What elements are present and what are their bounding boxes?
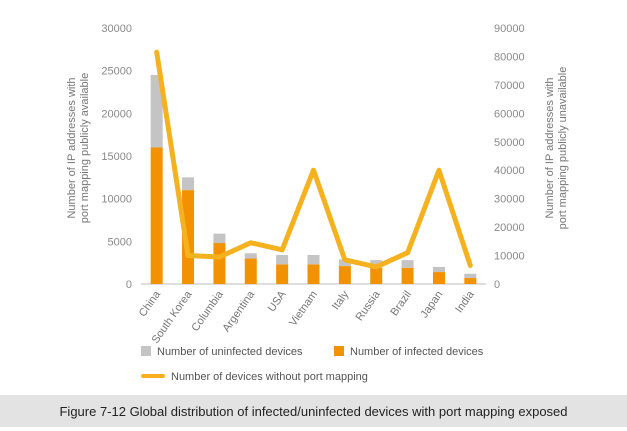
line-series <box>154 49 473 270</box>
bar-infected <box>150 147 163 284</box>
right-tick-label: 10000 <box>494 251 525 263</box>
right-tick-label: 0 <box>494 279 500 291</box>
category-label: China <box>137 288 164 319</box>
right-axis-ticks: 0 10000 20000 30000 40000 50000 60000 70000 8000… <box>494 23 525 291</box>
bar-uninfected <box>182 177 195 191</box>
right-tick-label: 40000 <box>494 165 525 177</box>
bar-infected <box>276 264 289 284</box>
left-tick-label: 5000 <box>108 236 132 248</box>
bar-infected <box>338 266 351 284</box>
right-axis-title-line1: Number of IP addresses with <box>544 77 556 218</box>
left-axis-ticks: 0 5000 10000 15000 20000 25000 30000 <box>101 23 132 291</box>
bar-uninfected <box>401 260 414 268</box>
legend-swatch-infected <box>334 346 344 356</box>
category-label: Argentina <box>220 288 257 334</box>
bar-infected <box>182 190 195 284</box>
legend-label-infected: Number of infected devices <box>350 346 484 358</box>
chart: 0 5000 10000 15000 20000 25000 30000 0 10000 200… <box>66 23 569 346</box>
right-tick-label: 90000 <box>494 23 525 35</box>
category-label: Italy <box>330 288 352 312</box>
left-tick-label: 25000 <box>101 66 132 78</box>
bar-uninfected <box>370 260 383 268</box>
category-label: Japan <box>418 289 445 320</box>
right-tick-label: 60000 <box>494 108 525 120</box>
bar-uninfected <box>432 266 445 273</box>
legend-no-port-mapping: Number of devices without port mapping <box>141 371 368 383</box>
category-label: Vietnam <box>287 289 320 329</box>
category-label: Brazil <box>388 289 414 318</box>
figure-caption-bar: Figure 7-12 Global distribution of infec… <box>0 395 627 427</box>
bar-infected <box>401 267 414 284</box>
left-tick-label: 20000 <box>101 108 132 120</box>
category-label: USA <box>266 288 289 314</box>
bar-uninfected <box>464 273 477 279</box>
legend-line-no-port-mapping <box>141 374 165 378</box>
legend-uninfected: Number of uninfected devices <box>141 346 303 358</box>
bar-uninfected <box>150 74 163 148</box>
bar-uninfected <box>213 233 226 244</box>
left-tick-label: 30000 <box>101 23 132 35</box>
left-axis-title-line2: port mapping publicly available <box>79 73 91 223</box>
right-tick-label: 50000 <box>494 137 525 149</box>
bar-uninfected <box>244 253 257 259</box>
legend-infected: Number of infected devices <box>334 346 483 358</box>
right-tick-label: 20000 <box>494 222 525 234</box>
category-label: India <box>453 288 477 315</box>
bar-infected <box>213 243 226 284</box>
legend-swatch-uninfected <box>141 346 151 356</box>
figure-caption: Figure 7-12 Global distribution of infec… <box>59 403 568 419</box>
bar-infected <box>464 278 477 284</box>
legend-label-uninfected: Number of uninfected devices <box>157 346 303 358</box>
left-tick-label: 10000 <box>101 194 132 206</box>
right-tick-label: 70000 <box>494 80 525 92</box>
legend-label-no-port-mapping: Number of devices without port mapping <box>171 371 368 383</box>
right-tick-label: 30000 <box>494 194 525 206</box>
right-axis-title-line2: port mapping publicly unavailable <box>557 67 569 230</box>
left-tick-label: 15000 <box>101 151 132 163</box>
left-tick-label: 0 <box>126 279 132 291</box>
bar-uninfected <box>307 254 320 265</box>
bar-infected <box>244 258 257 284</box>
line-no-port-mapping <box>154 49 473 270</box>
bar-uninfected <box>338 259 351 267</box>
bar-infected <box>307 264 320 284</box>
right-tick-label: 80000 <box>494 51 525 63</box>
bar-infected <box>370 267 383 284</box>
category-label: Russia <box>354 288 384 323</box>
bars <box>150 74 477 284</box>
left-axis-title-line1: Number of IP addresses with <box>66 77 78 218</box>
bar-uninfected <box>276 254 289 265</box>
bar-infected <box>432 272 445 284</box>
